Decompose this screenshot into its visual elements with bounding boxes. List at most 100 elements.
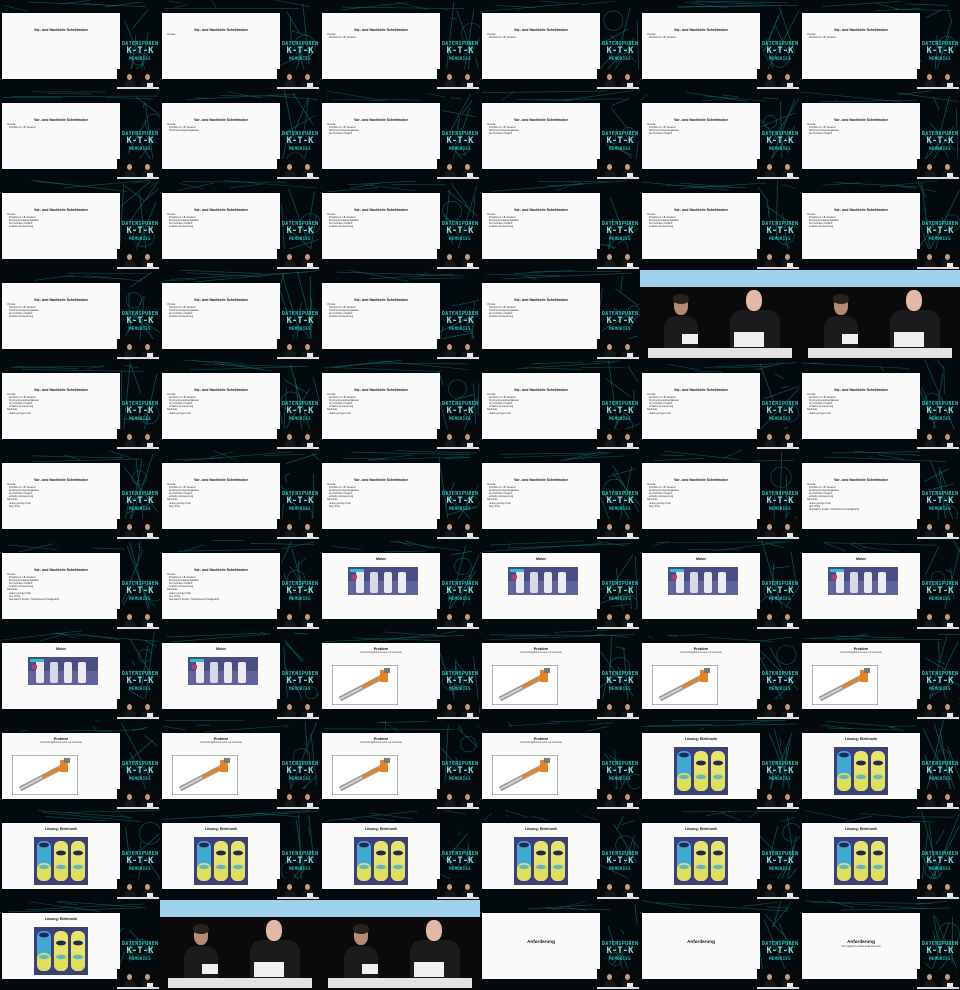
video-frame-thumbnail[interactable] bbox=[640, 270, 800, 360]
bullet-item: Nachteile bbox=[7, 408, 18, 412]
video-frame-thumbnail[interactable]: Anforderung Soll möglichst einfach bedien… bbox=[800, 900, 960, 990]
video-frame-thumbnail[interactable]: Problem (Verbindungskomponente mit Gewind… bbox=[320, 630, 480, 720]
video-frame-thumbnail[interactable]: Vor- und Nachteile Schrittmotor Vorteile P… bbox=[160, 450, 320, 540]
video-frame-thumbnail[interactable]: Motor DATENSPUREN K-T-K MEMORIES bbox=[0, 630, 160, 720]
bullet-item: Position ist z.B. bekannt bbox=[9, 216, 36, 220]
sidebar: DATENSPUREN K-T-K MEMORIES bbox=[281, 373, 319, 439]
speaker-body bbox=[604, 710, 616, 718]
video-frame-thumbnail[interactable]: Problem (Verbindungskomponente mit Gewind… bbox=[480, 630, 640, 720]
video-frame-thumbnail[interactable]: Vor- und Nachteile Schrittmotor Vorteile P… bbox=[480, 360, 640, 450]
speaker-head bbox=[785, 74, 790, 80]
video-frame-thumbnail[interactable]: Vor- und Nachteile Schrittmotor Vorteile P… bbox=[480, 450, 640, 540]
slide-title: Lösung: Elektronik bbox=[44, 917, 78, 921]
speaker-head bbox=[145, 974, 150, 980]
video-frame-thumbnail[interactable]: Lösung: Elektronik DATENSPUREN K-T-K MEMORI… bbox=[0, 810, 160, 900]
speaker-camera-inset bbox=[117, 429, 159, 449]
laptop bbox=[307, 803, 313, 807]
video-frame-thumbnail[interactable]: Vor- und Nachteile Schrittmotor Vorteile P… bbox=[480, 0, 640, 90]
sidebar: DATENSPUREN K-T-K MEMORIES bbox=[601, 463, 639, 529]
network-background bbox=[326, 180, 478, 262]
video-frame-thumbnail[interactable]: Vor- und Nachteile Schrittmotor DATENSPUR… bbox=[0, 0, 160, 90]
video-frame-thumbnail[interactable]: Problem (Verbindungskomponente mit Gewind… bbox=[320, 720, 480, 810]
video-frame-thumbnail[interactable]: Anforderung DATENSPUREN K-T-K MEMORIES bbox=[640, 900, 800, 990]
event-logo: DATENSPUREN K-T-K MEMORIES bbox=[442, 41, 478, 61]
speaker-hair bbox=[353, 924, 369, 934]
video-frame-thumbnail[interactable]: Vor- und Nachteile Schrittmotor Vorteile P… bbox=[640, 0, 800, 90]
video-frame-thumbnail[interactable]: Motor DATENSPUREN K-T-K MEMORIES bbox=[160, 630, 320, 720]
video-frame-thumbnail[interactable] bbox=[800, 270, 960, 360]
video-frame-thumbnail[interactable]: Motor DATENSPUREN K-T-K MEMORIES bbox=[480, 540, 640, 630]
video-frame-thumbnail[interactable]: Lösung: Elektronik DATENSPUREN K-T-K MEMORI… bbox=[640, 720, 800, 810]
video-frame-thumbnail[interactable]: Vor- und Nachteile Schrittmotor Vorteile P… bbox=[480, 90, 640, 180]
bullet-item: einfache Ansteuerung bbox=[169, 585, 194, 589]
video-frame-thumbnail[interactable]: Vor- und Nachteile Schrittmotor Vorteile P… bbox=[320, 360, 480, 450]
video-frame-thumbnail[interactable]: Problem (Verbindungskomponente mit Gewind… bbox=[0, 720, 160, 810]
video-frame-thumbnail[interactable]: Vor- und Nachteile Schrittmotor Vorteile P… bbox=[0, 450, 160, 540]
video-frame-thumbnail[interactable]: Vor- und Nachteile Schrittmotor Vorteile P… bbox=[0, 270, 160, 360]
bullet-item: einfache Ansteuerung bbox=[489, 225, 514, 229]
speaker-hair bbox=[673, 294, 689, 304]
video-frame-thumbnail[interactable]: Vor- und Nachteile Schrittmotor Vorteile P… bbox=[800, 180, 960, 270]
video-frame-thumbnail[interactable]: Vor- und Nachteile Schrittmotor Vorteile P… bbox=[320, 270, 480, 360]
video-frame-thumbnail[interactable]: Motor DATENSPUREN K-T-K MEMORIES bbox=[320, 540, 480, 630]
video-frame-thumbnail[interactable] bbox=[320, 900, 480, 990]
video-frame-thumbnail[interactable]: Vor- und Nachteile Schrittmotor Vorteile P… bbox=[320, 450, 480, 540]
video-frame-thumbnail[interactable]: Vor- und Nachteile Schrittmotor Vorteile P… bbox=[160, 270, 320, 360]
video-frame-thumbnail[interactable]: Vor- und Nachteile Schrittmotor Vorteile P… bbox=[160, 180, 320, 270]
event-logo-line: MEMORIES bbox=[609, 325, 631, 331]
video-frame-thumbnail[interactable]: Vor- und Nachteile Schrittmotor Vorteile P… bbox=[800, 90, 960, 180]
stage-backdrop bbox=[320, 900, 480, 917]
video-frame-thumbnail[interactable]: Vor- und Nachteile Schrittmotor Vorteile P… bbox=[0, 540, 160, 630]
video-frame-thumbnail[interactable]: Vor- und Nachteile Schrittmotor Vorteile P… bbox=[160, 540, 320, 630]
event-logo: DATENSPUREN K-T-K MEMORIES bbox=[122, 131, 158, 151]
video-frame-thumbnail[interactable]: Lösung: Elektronik DATENSPUREN K-T-K MEMORI… bbox=[800, 810, 960, 900]
video-frame-thumbnail[interactable] bbox=[160, 900, 320, 990]
desk bbox=[917, 627, 959, 629]
video-frame-thumbnail[interactable]: Motor DATENSPUREN K-T-K MEMORIES bbox=[800, 540, 960, 630]
video-frame-thumbnail[interactable]: Lösung: Elektronik DATENSPUREN K-T-K MEMORI… bbox=[480, 810, 640, 900]
video-frame-thumbnail[interactable]: Problem (Verbindungskomponente mit Gewind… bbox=[480, 720, 640, 810]
video-frame-thumbnail[interactable]: Vor- und Nachteile Schrittmotor Vorteile D… bbox=[160, 0, 320, 90]
bullet-list: Vorteile Position ist z.B. bekannt Drehmom… bbox=[7, 303, 39, 318]
speaker-camera-inset bbox=[597, 249, 639, 269]
video-frame-thumbnail[interactable]: Vor- und Nachteile Schrittmotor Vorteile P… bbox=[480, 270, 640, 360]
video-frame-thumbnail[interactable]: Vor- und Nachteile Schrittmotor Vorteile P… bbox=[640, 180, 800, 270]
event-logo-line: DATENSPUREN bbox=[122, 941, 159, 947]
laptop bbox=[362, 964, 378, 974]
video-frame-thumbnail[interactable]: Problem (Verbindungskomponente mit Gewind… bbox=[640, 630, 800, 720]
video-frame-thumbnail[interactable]: Lösung: Elektronik DATENSPUREN K-T-K MEMORI… bbox=[0, 900, 160, 990]
video-frame-thumbnail[interactable]: Vor- und Nachteile Schrittmotor Vorteile P… bbox=[320, 0, 480, 90]
event-logo: DATENSPUREN K-T-K MEMORIES bbox=[122, 221, 158, 241]
video-frame-thumbnail[interactable]: Vor- und Nachteile Schrittmotor Vorteile P… bbox=[0, 360, 160, 450]
video-frame-thumbnail[interactable]: Lösung: Elektronik DATENSPUREN K-T-K MEMORI… bbox=[800, 720, 960, 810]
event-logo-line: DATENSPUREN bbox=[122, 851, 159, 857]
video-frame-thumbnail[interactable]: Vor- und Nachteile Schrittmotor Vorteile P… bbox=[320, 180, 480, 270]
desk bbox=[597, 447, 639, 449]
video-frame-thumbnail[interactable]: Vor- und Nachteile Schrittmotor Vorteile P… bbox=[160, 90, 320, 180]
video-frame-thumbnail[interactable]: Vor- und Nachteile Schrittmotor Vorteile P… bbox=[480, 180, 640, 270]
video-frame-thumbnail[interactable]: Vor- und Nachteile Schrittmotor Vorteile P… bbox=[640, 360, 800, 450]
video-frame-thumbnail[interactable]: Lösung: Elektronik DATENSPUREN K-T-K MEMORI… bbox=[320, 810, 480, 900]
video-frame-thumbnail[interactable]: Motor DATENSPUREN K-T-K MEMORIES bbox=[640, 540, 800, 630]
desk bbox=[757, 717, 799, 719]
slide-title: Vor- und Nachteile Schrittmotor bbox=[513, 208, 569, 212]
video-frame-thumbnail[interactable]: Vor- und Nachteile Schrittmotor Vorteile P… bbox=[640, 90, 800, 180]
video-frame-thumbnail[interactable]: Anforderung DATENSPUREN K-T-K MEMORIES bbox=[480, 900, 640, 990]
speaker-body bbox=[284, 800, 296, 808]
video-frame-thumbnail[interactable]: Vor- und Nachteile Schrittmotor Vorteile P… bbox=[800, 0, 960, 90]
video-frame-thumbnail[interactable]: Lösung: Elektronik DATENSPUREN K-T-K MEMORI… bbox=[160, 810, 320, 900]
video-frame-thumbnail[interactable]: Problem (Verbindungskomponente mit Gewind… bbox=[160, 720, 320, 810]
event-logo-line: K-T-K bbox=[126, 136, 154, 147]
video-frame-thumbnail[interactable]: Problem (Verbindungskomponente mit Gewind… bbox=[800, 630, 960, 720]
video-frame-thumbnail[interactable]: Vor- und Nachteile Schrittmotor Vorteile P… bbox=[160, 360, 320, 450]
video-frame-thumbnail[interactable]: Vor- und Nachteile Schrittmotor Vorteile P… bbox=[640, 450, 800, 540]
video-frame-thumbnail[interactable]: Vor- und Nachteile Schrittmotor Vorteile P… bbox=[0, 90, 160, 180]
video-frame-thumbnail[interactable]: Vor- und Nachteile Schrittmotor Vorteile P… bbox=[800, 450, 960, 540]
video-frame-thumbnail[interactable]: Vor- und Nachteile Schrittmotor Vorteile P… bbox=[0, 180, 160, 270]
event-logo: DATENSPUREN K-T-K MEMORIES bbox=[922, 851, 958, 871]
video-frame-thumbnail[interactable]: Vor- und Nachteile Schrittmotor Vorteile P… bbox=[320, 90, 480, 180]
bullet-list: Vorteile Position ist z.B. bekannt Drehmom… bbox=[647, 483, 679, 508]
video-frame-thumbnail[interactable]: Lösung: Elektronik DATENSPUREN K-T-K MEMORI… bbox=[640, 810, 800, 900]
video-frame-thumbnail[interactable]: Vor- und Nachteile Schrittmotor Vorteile P… bbox=[800, 360, 960, 450]
